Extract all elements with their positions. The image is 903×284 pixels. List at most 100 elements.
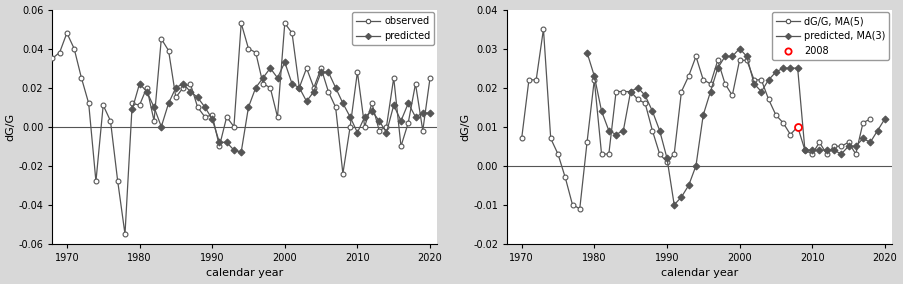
Legend: observed, predicted: observed, predicted bbox=[352, 12, 434, 45]
predicted bbox=[388, 104, 399, 107]
dG/G, MA(5) bbox=[813, 141, 824, 144]
predicted, MA(3) bbox=[755, 90, 766, 93]
dG/G, MA(5) bbox=[661, 160, 672, 164]
predicted bbox=[250, 86, 261, 89]
dG/G, MA(5) bbox=[610, 90, 621, 93]
predicted, MA(3) bbox=[581, 51, 591, 54]
predicted bbox=[228, 149, 239, 152]
dG/G, MA(5) bbox=[537, 27, 548, 31]
dG/G, MA(5) bbox=[821, 152, 832, 156]
predicted bbox=[322, 70, 333, 74]
predicted, MA(3) bbox=[748, 82, 759, 85]
predicted, MA(3) bbox=[740, 55, 751, 58]
observed bbox=[424, 76, 435, 80]
dG/G, MA(5) bbox=[523, 78, 534, 82]
predicted bbox=[366, 109, 377, 113]
dG/G, MA(5) bbox=[559, 176, 570, 179]
dG/G, MA(5) bbox=[769, 113, 780, 117]
predicted bbox=[214, 141, 225, 144]
predicted bbox=[403, 102, 414, 105]
predicted, MA(3) bbox=[704, 90, 715, 93]
predicted bbox=[155, 125, 166, 128]
predicted, MA(3) bbox=[697, 113, 708, 117]
predicted bbox=[221, 141, 232, 144]
predicted bbox=[243, 105, 254, 109]
dG/G, MA(5) bbox=[719, 82, 730, 85]
Line: dG/G, MA(5): dG/G, MA(5) bbox=[518, 27, 871, 211]
observed bbox=[286, 31, 297, 35]
dG/G, MA(5) bbox=[740, 59, 751, 62]
predicted, MA(3) bbox=[647, 109, 657, 113]
predicted, MA(3) bbox=[762, 78, 773, 82]
Line: predicted, MA(3): predicted, MA(3) bbox=[584, 46, 886, 207]
dG/G, MA(5) bbox=[748, 78, 759, 82]
predicted bbox=[396, 119, 406, 123]
predicted, MA(3) bbox=[821, 149, 832, 152]
predicted, MA(3) bbox=[661, 156, 672, 160]
dG/G, MA(5) bbox=[850, 152, 861, 156]
observed bbox=[279, 22, 290, 25]
dG/G, MA(5) bbox=[530, 78, 541, 82]
predicted bbox=[265, 66, 275, 70]
predicted bbox=[410, 115, 421, 119]
predicted bbox=[286, 82, 297, 85]
predicted bbox=[315, 70, 326, 74]
dG/G, MA(5) bbox=[668, 152, 679, 156]
dG/G, MA(5) bbox=[798, 149, 809, 152]
dG/G, MA(5) bbox=[581, 141, 591, 144]
predicted, MA(3) bbox=[850, 145, 861, 148]
observed bbox=[155, 37, 166, 41]
Line: observed: observed bbox=[50, 21, 432, 237]
predicted, MA(3) bbox=[712, 66, 722, 70]
predicted bbox=[163, 102, 173, 105]
predicted bbox=[200, 105, 210, 109]
dG/G, MA(5) bbox=[625, 90, 636, 93]
observed bbox=[119, 232, 130, 236]
dG/G, MA(5) bbox=[762, 98, 773, 101]
predicted bbox=[178, 82, 189, 85]
predicted bbox=[424, 111, 435, 115]
predicted, MA(3) bbox=[726, 55, 737, 58]
dG/G, MA(5) bbox=[647, 129, 657, 132]
predicted, MA(3) bbox=[654, 129, 665, 132]
predicted bbox=[380, 131, 391, 134]
predicted bbox=[148, 105, 159, 109]
predicted, MA(3) bbox=[683, 183, 694, 187]
X-axis label: calendar year: calendar year bbox=[660, 268, 738, 278]
predicted, MA(3) bbox=[791, 66, 802, 70]
dG/G, MA(5) bbox=[552, 152, 563, 156]
dG/G, MA(5) bbox=[726, 94, 737, 97]
dG/G, MA(5) bbox=[639, 102, 650, 105]
dG/G, MA(5) bbox=[864, 117, 875, 121]
predicted bbox=[330, 86, 340, 89]
observed bbox=[351, 70, 362, 74]
dG/G, MA(5) bbox=[842, 141, 853, 144]
predicted, MA(3) bbox=[813, 149, 824, 152]
dG/G, MA(5) bbox=[516, 137, 526, 140]
predicted, MA(3) bbox=[857, 137, 868, 140]
predicted, MA(3) bbox=[828, 149, 839, 152]
observed bbox=[301, 66, 312, 70]
predicted bbox=[358, 115, 369, 119]
predicted, MA(3) bbox=[610, 133, 621, 136]
predicted, MA(3) bbox=[805, 149, 816, 152]
predicted, MA(3) bbox=[690, 164, 701, 168]
predicted, MA(3) bbox=[588, 74, 599, 78]
dG/G, MA(5) bbox=[573, 207, 584, 210]
predicted bbox=[293, 86, 304, 89]
predicted, MA(3) bbox=[769, 70, 780, 74]
dG/G, MA(5) bbox=[777, 121, 787, 124]
Line: predicted: predicted bbox=[130, 60, 432, 154]
dG/G, MA(5) bbox=[835, 145, 846, 148]
predicted, MA(3) bbox=[777, 66, 787, 70]
dG/G, MA(5) bbox=[602, 152, 613, 156]
predicted, MA(3) bbox=[864, 141, 875, 144]
predicted, MA(3) bbox=[632, 86, 643, 89]
predicted bbox=[185, 90, 196, 93]
dG/G, MA(5) bbox=[618, 90, 628, 93]
predicted, MA(3) bbox=[784, 66, 795, 70]
predicted bbox=[192, 96, 203, 99]
predicted, MA(3) bbox=[625, 90, 636, 93]
dG/G, MA(5) bbox=[683, 74, 694, 78]
dG/G, MA(5) bbox=[690, 55, 701, 58]
